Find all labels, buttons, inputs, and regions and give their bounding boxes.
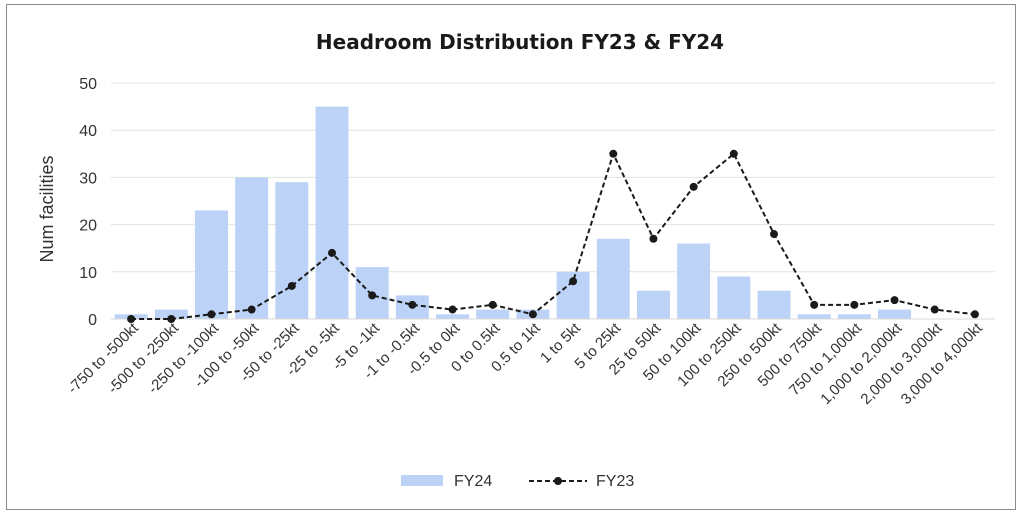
fy23-point [569,277,578,286]
fy23-point [328,248,336,257]
fy23-point [167,315,176,323]
chart-title: Headroom Distribution FY23 & FY24 [316,30,724,54]
fy23-line [127,149,979,323]
fy24-bar [436,314,470,319]
fy23-point [890,296,899,305]
fy23-point [850,300,859,309]
y-tick-label: 40 [79,123,97,140]
fy23-point [488,300,497,309]
fy24-bar [837,314,871,319]
fy24-bar [878,309,912,319]
legend-fy23-label: FY23 [596,473,634,490]
y-axis-label: Num facilities [37,155,57,262]
fy23-point [247,305,256,314]
fy23-point [810,300,819,309]
y-tick-label: 50 [79,76,97,93]
y-tick-label: 10 [79,265,97,282]
fy23-point [408,300,417,309]
fy24-bar [717,276,751,319]
fy24-bar [194,210,228,319]
fy23-point [368,291,377,300]
y-tick-label: 0 [88,312,97,329]
fy24-bar [677,243,711,319]
y-tick-label: 20 [79,218,97,235]
fy24-bar [476,309,510,319]
legend-fy24-swatch [401,475,443,486]
fy23-point [528,310,537,319]
fy23-point [930,305,939,314]
fy24-bars [114,106,912,319]
legend-fy23-marker [554,477,562,485]
fy23-point [287,281,296,290]
legend-fy24-label: FY24 [454,473,492,490]
chart-svg: Headroom Distribution FY23 & FY24 0 10 20 3… [37,30,995,490]
fy23-point [649,234,658,243]
y-axis-ticks: 0 10 20 30 40 50 [79,76,97,329]
fy24-bar [757,290,791,319]
chart-frame: Headroom Distribution FY23 & FY24 0 10 20 3… [6,4,1016,510]
fy24-bar [235,177,269,319]
fy23-point [689,182,698,191]
x-axis-ticks: -750 to -500kt-500 to -250kt-250 to -100… [64,319,986,408]
fy23-line-path [131,151,976,320]
fy23-point [970,310,979,319]
fy24-bar [636,290,670,319]
fy23-point [609,149,618,158]
fy23-point [729,149,738,158]
fy24-bar [154,309,188,319]
fy23-point [127,315,136,323]
fy23-point [448,305,457,314]
fy24-bar [275,182,309,319]
fy23-point [207,310,216,319]
legend: FY24 FY23 [401,473,634,490]
fy23-point [770,230,778,239]
fy24-bar [315,106,349,319]
fy24-bar [596,238,630,319]
fy24-bar [797,314,831,319]
y-tick-label: 30 [79,170,97,187]
